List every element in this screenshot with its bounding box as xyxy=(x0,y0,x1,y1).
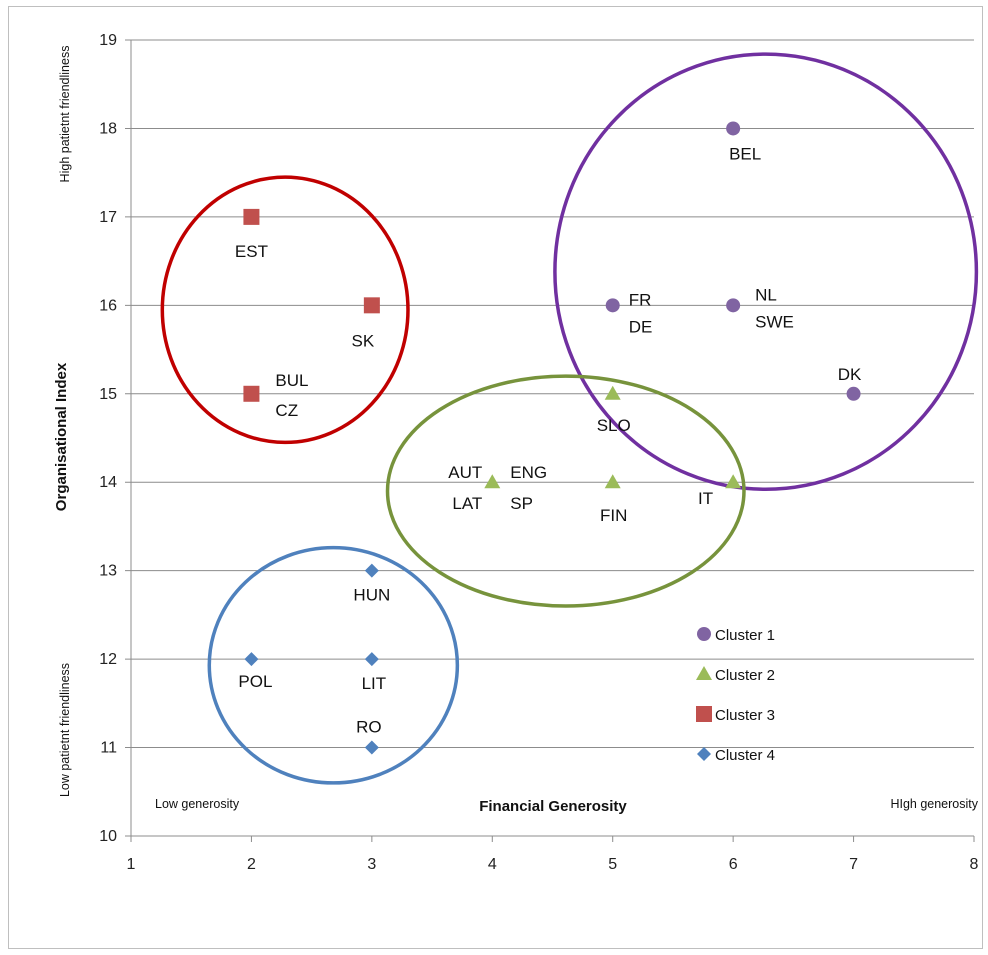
point-label-est: EST xyxy=(235,242,268,261)
point-label-ro: RO xyxy=(356,718,382,737)
y-high-note: High patietnt friendliness xyxy=(58,46,72,183)
point-label-sp: SP xyxy=(510,494,533,513)
point-hun xyxy=(364,563,379,578)
point-label-lit: LIT xyxy=(362,674,387,693)
x-high-note: HIgh generosity xyxy=(890,797,978,811)
x-tick-3: 3 xyxy=(367,856,376,873)
point-fin xyxy=(604,474,621,489)
point-label-nl: NL xyxy=(755,285,777,304)
point-ro xyxy=(364,740,379,755)
y-tick-18: 18 xyxy=(99,120,117,137)
point-label-it: IT xyxy=(698,489,713,508)
x-tick-1: 1 xyxy=(127,856,136,873)
point-nl xyxy=(726,298,741,313)
y-low-note: Low patietnt friendliness xyxy=(58,663,72,797)
point-label-fin: FIN xyxy=(600,506,627,525)
point-bul xyxy=(243,385,260,402)
y-tick-16: 16 xyxy=(99,297,117,314)
point-label-hun: HUN xyxy=(353,586,390,605)
y-tick-10: 10 xyxy=(99,828,117,845)
legend-marker-cluster-2 xyxy=(696,666,712,680)
y-tick-12: 12 xyxy=(99,651,117,668)
cluster-rings xyxy=(160,52,979,785)
x-tick-6: 6 xyxy=(729,856,738,873)
cluster-4-ring xyxy=(207,545,460,785)
point-label-de: DE xyxy=(629,317,653,336)
point-label-slo: SLO xyxy=(597,416,631,435)
point-label-pol: POL xyxy=(238,672,272,691)
y-tick-19: 19 xyxy=(99,32,117,49)
point-label-aut: AUT xyxy=(448,463,482,482)
y-tick-17: 17 xyxy=(99,209,117,226)
x-tick-2: 2 xyxy=(247,856,256,873)
x-axis-title: Financial Generosity xyxy=(479,798,627,815)
point-aut xyxy=(484,474,501,489)
x-tick-8: 8 xyxy=(970,856,979,873)
point-slo xyxy=(604,385,621,400)
legend-label-cluster-3: Cluster 3 xyxy=(715,707,775,724)
x-tick-5: 5 xyxy=(608,856,617,873)
point-label-fr: FR xyxy=(629,290,652,309)
legend-marker-cluster-1 xyxy=(697,627,711,641)
cluster-3-ring xyxy=(160,175,410,445)
point-label-lat: LAT xyxy=(452,494,482,513)
point-label-sk: SK xyxy=(352,331,375,350)
point-label-cz: CZ xyxy=(275,401,298,420)
y-tick-13: 13 xyxy=(99,563,117,580)
y-tick-14: 14 xyxy=(99,474,117,491)
point-lit xyxy=(364,652,379,667)
point-labels: BEL FR DE NL SWE DK SLO AUT LAT ENG SP FIN IT EST SK BU… xyxy=(235,144,862,736)
point-label-swe: SWE xyxy=(755,312,794,331)
point-sk xyxy=(363,297,380,314)
y-tick-11: 11 xyxy=(100,740,117,757)
cluster-2-ring xyxy=(385,374,746,608)
legend-label-cluster-1: Cluster 1 xyxy=(715,627,775,644)
point-label-dk: DK xyxy=(838,365,862,384)
legend-label-cluster-4: Cluster 4 xyxy=(715,747,775,764)
point-dk xyxy=(846,386,861,401)
chart-frame xyxy=(8,6,983,949)
x-tick-4: 4 xyxy=(488,856,497,873)
legend-label-cluster-2: Cluster 2 xyxy=(715,667,775,684)
point-label-bul: BUL xyxy=(275,371,308,390)
point-it xyxy=(725,474,742,489)
y-tick-15: 15 xyxy=(99,386,117,403)
cluster-1-ring xyxy=(553,52,979,492)
point-bel xyxy=(726,121,741,136)
point-est xyxy=(243,208,260,225)
legend-marker-cluster-3 xyxy=(696,706,712,722)
point-label-eng: ENG xyxy=(510,463,547,482)
point-fr xyxy=(605,298,620,313)
data-points xyxy=(243,121,861,755)
x-tick-7: 7 xyxy=(849,856,858,873)
legend: Cluster 1 Cluster 2 Cluster 3 Cluster 4 xyxy=(696,627,775,764)
y-axis-title: Organisational Index xyxy=(53,362,70,511)
x-low-note: Low generosity xyxy=(155,797,240,811)
legend-marker-cluster-4 xyxy=(697,747,711,761)
point-label-bel: BEL xyxy=(729,144,761,163)
axes xyxy=(130,40,975,842)
point-pol xyxy=(244,652,259,667)
